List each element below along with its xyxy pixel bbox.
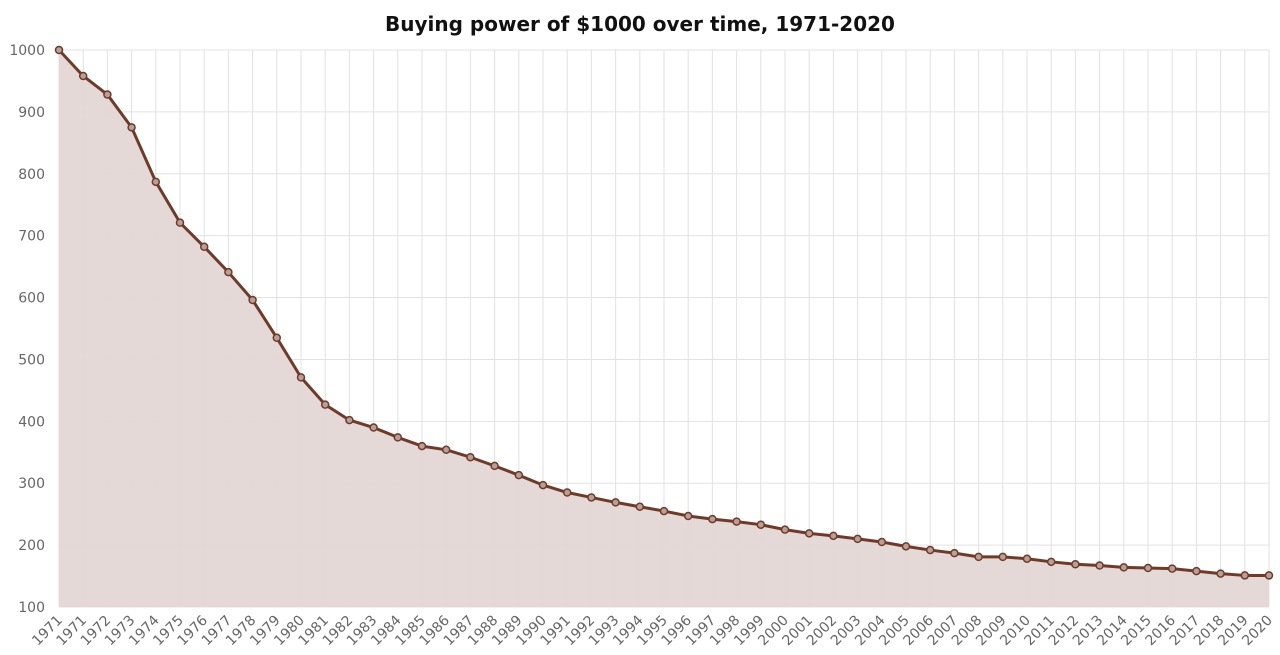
data-point — [320, 400, 330, 409]
data-point — [1071, 560, 1080, 569]
data-point — [998, 552, 1008, 562]
data-point — [514, 470, 524, 480]
data-point — [1216, 569, 1225, 578]
y-tick-label: 200 — [18, 538, 45, 554]
data-point — [974, 552, 983, 562]
data-point — [1240, 571, 1250, 580]
data-point — [417, 441, 427, 451]
data-point — [804, 529, 814, 538]
y-tick-label: 300 — [18, 476, 45, 492]
data-points — [54, 45, 1274, 580]
data-point — [829, 531, 838, 541]
data-point — [103, 90, 112, 99]
data-point — [587, 493, 596, 502]
data-point — [199, 242, 209, 252]
data-point — [1192, 566, 1201, 576]
data-point — [224, 267, 233, 277]
data-point — [853, 534, 862, 544]
data-point — [1095, 561, 1104, 570]
data-point — [296, 373, 306, 382]
y-tick-label: 500 — [18, 352, 45, 368]
data-point — [538, 480, 548, 490]
data-point — [466, 452, 475, 462]
y-tick-label: 600 — [18, 291, 45, 307]
data-point — [732, 517, 741, 526]
y-tick-label: 700 — [18, 229, 45, 245]
y-tick-label: 800 — [18, 167, 45, 183]
data-point — [708, 514, 717, 524]
data-point — [1264, 571, 1274, 580]
data-point — [950, 548, 959, 558]
data-point — [369, 423, 378, 432]
data-point — [441, 445, 451, 455]
data-point — [901, 542, 911, 551]
data-point — [1022, 554, 1032, 563]
data-point — [611, 498, 620, 507]
data-point — [490, 461, 499, 471]
data-point — [1046, 557, 1056, 567]
data-point — [1143, 563, 1153, 573]
y-tick-label: 1000 — [9, 43, 45, 59]
y-tick-label: 100 — [18, 600, 45, 616]
x-axis: 1971197119721973197419751976197719781979… — [29, 612, 1276, 649]
data-point — [877, 537, 887, 547]
data-point — [780, 525, 790, 534]
data-point — [659, 506, 669, 516]
data-point — [54, 45, 64, 55]
data-point — [756, 520, 766, 529]
data-point — [78, 71, 88, 81]
data-point — [635, 502, 645, 511]
data-point — [151, 177, 161, 187]
data-point — [272, 333, 282, 343]
data-point — [683, 511, 693, 521]
data-point — [562, 488, 572, 497]
data-point — [925, 545, 935, 555]
data-point — [345, 415, 354, 425]
data-point — [248, 295, 257, 305]
data-point — [393, 433, 403, 442]
y-tick-label: 900 — [18, 105, 45, 121]
data-point — [1167, 564, 1177, 573]
chart-title: Buying power of $1000 over time, 1971-20… — [385, 12, 895, 36]
data-point — [175, 218, 185, 227]
y-tick-label: 400 — [18, 414, 45, 430]
data-point — [127, 123, 136, 132]
data-point — [1119, 563, 1129, 572]
area-fill — [59, 50, 1269, 607]
y-axis: 100 200 300 400 500 600 700 800 900 1000 — [9, 43, 45, 616]
